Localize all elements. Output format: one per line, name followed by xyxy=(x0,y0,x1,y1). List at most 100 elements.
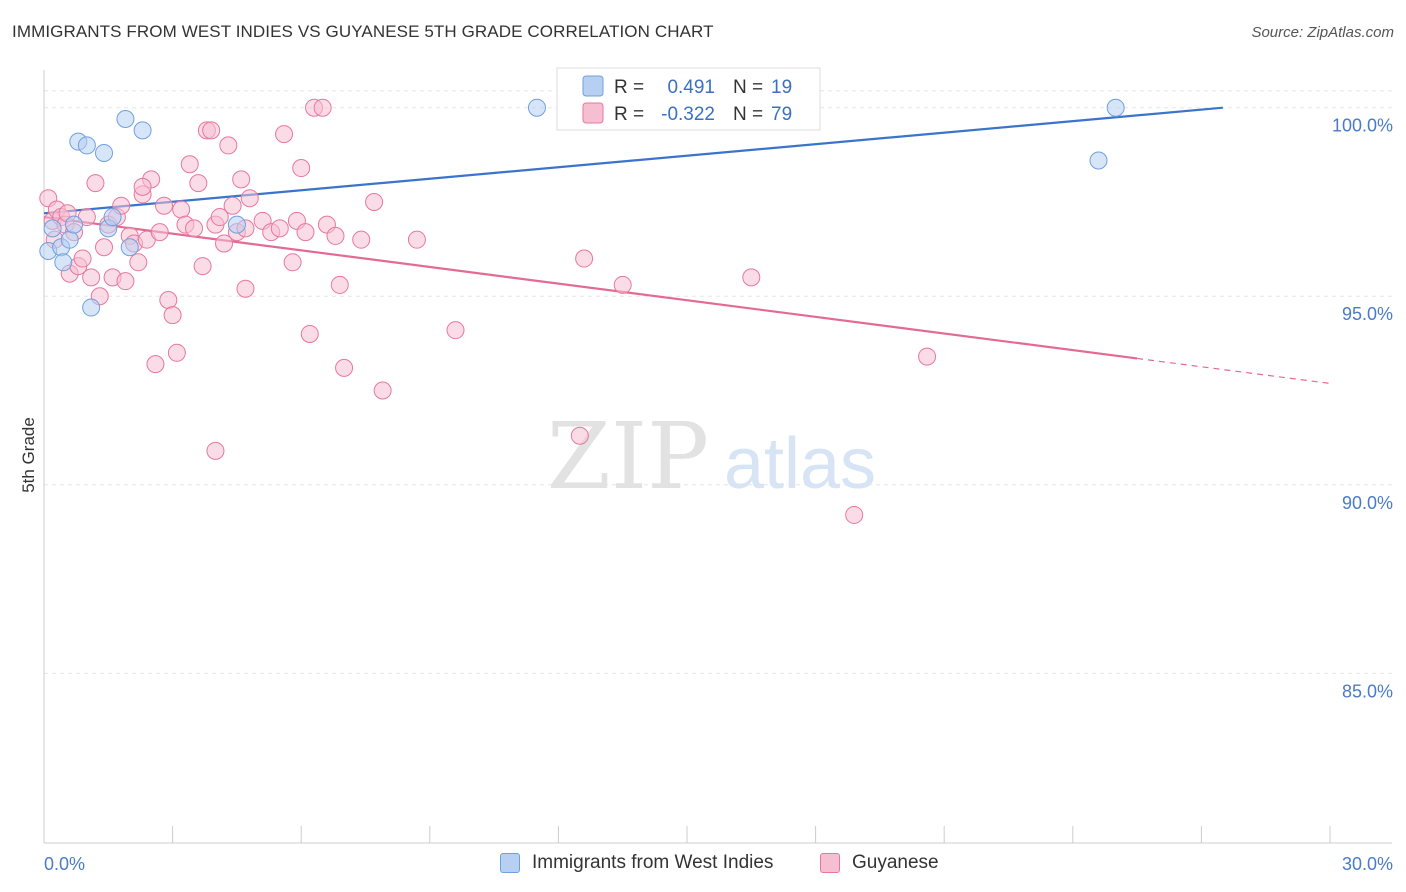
y-axis-title: 5th Grade xyxy=(19,417,38,493)
legend-r-label-1: R = xyxy=(614,77,644,98)
point-west-indies xyxy=(65,215,84,234)
point-guyanese xyxy=(172,200,191,219)
legend-label-west-indies: Immigrants from West Indies xyxy=(532,852,774,873)
point-guyanese xyxy=(185,219,204,238)
point-guyanese xyxy=(163,306,182,325)
point-guyanese xyxy=(223,196,242,215)
stats-legend: R = 0.491 N = 19 R = -0.322 N = 79 xyxy=(556,67,821,131)
source-label[interactable]: Source: ZipAtlas.com xyxy=(1251,24,1394,41)
point-guyanese xyxy=(283,253,302,272)
legend-label-guyanese: Guyanese xyxy=(852,852,939,873)
x-tick-label: 30.0% xyxy=(1342,854,1393,874)
point-west-indies xyxy=(133,121,152,140)
point-guyanese xyxy=(232,170,251,189)
legend-swatch-guyanese xyxy=(582,102,604,124)
point-guyanese xyxy=(845,505,864,524)
y-tick-label: 95.0% xyxy=(1342,304,1393,324)
legend-r-value-1: 0.491 xyxy=(667,77,715,98)
legend-r-value-2: -0.322 xyxy=(661,104,715,125)
watermark-atlas: atlas xyxy=(724,424,876,504)
trend-line-extension-1 xyxy=(1137,357,1331,385)
point-guyanese xyxy=(275,125,294,144)
point-guyanese xyxy=(159,291,178,310)
point-guyanese xyxy=(613,275,632,294)
point-guyanese xyxy=(270,219,289,238)
point-guyanese xyxy=(193,257,212,276)
point-guyanese xyxy=(570,426,589,445)
watermark: ZIP atlas xyxy=(547,403,876,510)
legend-r-label-2: R = xyxy=(614,104,644,125)
legend-n-value-2: 79 xyxy=(771,104,792,125)
point-west-indies xyxy=(43,219,62,238)
point-guyanese xyxy=(219,136,238,155)
point-guyanese xyxy=(742,268,761,287)
point-guyanese xyxy=(575,249,594,268)
point-guyanese xyxy=(292,159,311,178)
legend-item-guyanese[interactable]: Guyanese xyxy=(820,852,939,874)
legend-n-label-1: N = xyxy=(733,77,763,98)
point-west-indies xyxy=(82,298,101,317)
x-tick-label: 0.0% xyxy=(44,854,85,874)
chart-title: IMMIGRANTS FROM WEST INDIES VS GUYANESE … xyxy=(12,22,714,41)
point-west-indies xyxy=(527,98,546,117)
series-legend: Immigrants from West Indies Guyanese xyxy=(0,852,1406,878)
point-guyanese xyxy=(95,238,114,257)
point-guyanese xyxy=(167,343,186,362)
point-guyanese xyxy=(240,189,259,208)
trend-line-1 xyxy=(43,215,1138,360)
point-west-indies xyxy=(1089,151,1108,170)
legend-item-west-indies[interactable]: Immigrants from West Indies xyxy=(500,852,773,874)
point-guyanese xyxy=(82,268,101,287)
point-guyanese xyxy=(206,441,225,460)
point-west-indies xyxy=(77,136,96,155)
point-guyanese xyxy=(155,196,174,215)
point-guyanese xyxy=(352,230,371,249)
point-guyanese xyxy=(326,226,345,245)
point-guyanese xyxy=(373,381,392,400)
y-tick-label: 85.0% xyxy=(1342,681,1393,701)
point-west-indies xyxy=(116,110,135,129)
point-west-indies xyxy=(227,215,246,234)
legend-n-value-1: 19 xyxy=(771,77,792,98)
y-tick-label: 100.0% xyxy=(1332,116,1393,136)
y-tick-label: 90.0% xyxy=(1342,493,1393,513)
point-guyanese xyxy=(407,230,426,249)
point-guyanese xyxy=(365,192,384,211)
point-guyanese xyxy=(146,355,165,374)
point-west-indies xyxy=(95,143,114,162)
point-guyanese xyxy=(300,324,319,343)
point-guyanese xyxy=(150,223,169,242)
point-guyanese xyxy=(215,234,234,253)
point-guyanese xyxy=(116,272,135,291)
tick-labels: 100.0% 95.0% 90.0% 85.0% 0.0% 30.0% xyxy=(44,116,1393,874)
point-guyanese xyxy=(918,347,937,366)
legend-swatch-west-indies xyxy=(582,75,604,97)
point-west-indies xyxy=(103,208,122,227)
point-guyanese xyxy=(180,155,199,174)
legend-swatch-icon xyxy=(500,853,520,873)
watermark-zip: ZIP xyxy=(547,403,709,510)
point-guyanese xyxy=(236,279,255,298)
point-guyanese xyxy=(202,121,221,140)
point-guyanese xyxy=(446,321,465,340)
point-west-indies xyxy=(1106,98,1125,117)
trend-lines xyxy=(43,106,1331,385)
legend-n-label-2: N = xyxy=(733,104,763,125)
point-guyanese xyxy=(313,98,332,117)
data-points xyxy=(39,98,1125,524)
point-guyanese xyxy=(189,174,208,193)
point-west-indies xyxy=(120,238,139,257)
point-guyanese xyxy=(330,275,349,294)
point-guyanese xyxy=(86,174,105,193)
point-guyanese xyxy=(210,208,229,227)
point-guyanese xyxy=(335,358,354,377)
point-guyanese xyxy=(73,249,92,268)
point-west-indies xyxy=(54,253,73,272)
point-guyanese xyxy=(129,253,148,272)
point-guyanese xyxy=(296,223,315,242)
legend-swatch-icon xyxy=(820,853,840,873)
trend-line-0 xyxy=(43,106,1223,215)
point-guyanese xyxy=(133,177,152,196)
point-west-indies xyxy=(60,230,79,249)
